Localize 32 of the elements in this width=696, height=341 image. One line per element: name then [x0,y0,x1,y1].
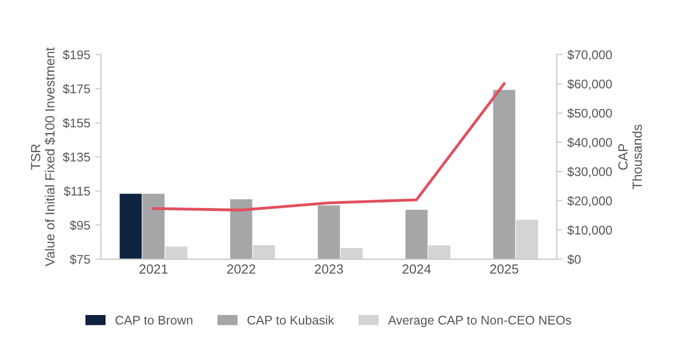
bar [493,90,516,260]
legend-label: Average CAP to Non-CEO NEOs [388,316,572,328]
x-tick-label: 2025 [490,264,518,274]
bar [230,199,252,260]
bar [318,205,340,260]
y2-tick-label: $10,000 [567,225,612,236]
y2-tick-label: $40,000 [567,138,612,148]
y2-tick-label: $30,000 [567,166,612,178]
x-tick-label: 2021 [140,264,168,274]
y-tick-label: $95 [70,220,90,230]
y2-tick-label: $20,000 [567,196,612,207]
y-tick-label: $175 [62,84,90,94]
y2-axis-title: CAP Thousands [618,124,642,190]
y-tick-label: $75 [70,254,90,265]
y-tick-label: $115 [64,186,90,196]
bar [142,194,165,260]
legend-label: CAP to Kubasik [248,315,334,325]
y2-tick-label: $0 [567,254,581,265]
y-tick-label: $195 [62,50,90,60]
x-tick-label: 2022 [227,264,256,274]
y2-tick-label: $70,000 [567,50,612,61]
legend-label: CAP to Brown [115,316,192,325]
y2-tick-label: $60,000 [567,79,612,90]
y-tick-label: $155 [62,118,90,128]
y2-tick-label: $50,000 [567,108,612,120]
bar [120,194,142,260]
y-tick-label: $135 [62,152,90,162]
bar [405,210,428,260]
x-tick-label: 2024 [402,264,431,274]
y-axis-title: TSR Value of Initial Fixed $100 Investment [30,47,56,266]
line-series [152,82,506,212]
x-tick-label: 2023 [314,264,343,274]
